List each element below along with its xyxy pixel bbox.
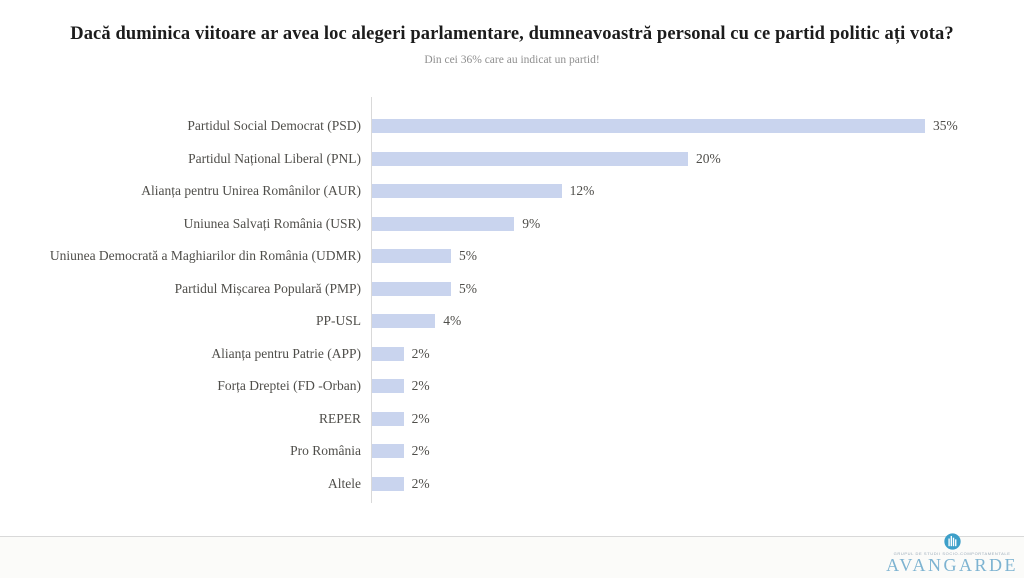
logo-wordmark: AVANGARDE [886, 555, 1018, 576]
bar [372, 379, 404, 394]
category-label: Partidul Mișcarea Populară (PMP) [174, 280, 361, 296]
value-label: 12% [569, 183, 595, 199]
chart-title: Dacă duminica viitoare ar avea loc alege… [70, 24, 954, 44]
value-label: 4% [443, 313, 462, 329]
chart-row: Partidul Național Liberal (PNL) 20% [0, 143, 1024, 176]
footer-divider [0, 536, 1024, 537]
category-label: REPER [318, 410, 361, 426]
category-label: Uniunea Salvați România (USR) [183, 215, 361, 231]
category-label: Altele [328, 475, 361, 491]
category-label: Partidul Social Democrat (PSD) [187, 118, 361, 134]
category-label: Forța Dreptei (FD -Orban) [217, 378, 361, 394]
bar [372, 184, 562, 199]
value-label: 2% [411, 410, 430, 426]
bar [372, 216, 515, 231]
value-label: 20% [696, 150, 721, 166]
bar [372, 314, 436, 329]
value-label: 5% [459, 280, 477, 296]
category-label: Pro România [290, 443, 361, 459]
chart-row: Alianța pentru Unirea Românilor (AUR) 12% [0, 175, 1024, 208]
value-label: 2% [411, 378, 430, 394]
bar [372, 476, 404, 491]
avangarde-logo: GRUPUL DE STUDII SOCIO-COMPORTAMENTALE A… [886, 533, 1018, 575]
chart-row: Alianța pentru Patrie (APP) 2% [0, 338, 1024, 371]
bar [372, 151, 688, 166]
value-label: 5% [459, 248, 477, 264]
chart-rows: Partidul Social Democrat (PSD) 35% Partidu… [0, 110, 1024, 500]
chart-row: REPER 2% [0, 403, 1024, 436]
footer: GRUPUL DE STUDII SOCIO-COMPORTAMENTALE A… [0, 533, 1024, 578]
chart-row: Partidul Social Democrat (PSD) 35% [0, 110, 1024, 143]
chart-row: Forța Dreptei (FD -Orban) 2% [0, 370, 1024, 403]
category-axis-line [371, 97, 372, 503]
logo-tagline: GRUPUL DE STUDII SOCIO-COMPORTAMENTALE [893, 551, 1011, 557]
chart-row: Uniunea Salvați România (USR) 9% [0, 208, 1024, 241]
bar [372, 119, 925, 134]
value-label: 2% [411, 475, 430, 491]
bar [372, 249, 451, 264]
value-label: 9% [522, 215, 541, 231]
category-label: Uniunea Democrată a Maghiarilor din Româ… [49, 248, 361, 264]
category-label: Alianța pentru Patrie (APP) [211, 345, 361, 361]
chart-row: Altele 2% [0, 468, 1024, 501]
value-label: 35% [933, 118, 958, 134]
category-label: Alianța pentru Unirea Românilor (AUR) [141, 183, 361, 199]
chart-row: Uniunea Democrată a Maghiarilor din Româ… [0, 240, 1024, 273]
bar [372, 444, 404, 459]
chart-row: Partidul Mișcarea Populară (PMP) 5% [0, 273, 1024, 306]
category-label: Partidul Național Liberal (PNL) [188, 150, 361, 166]
bar [372, 281, 451, 296]
chart-row: PP-USL 4% [0, 305, 1024, 338]
bar-chart: Partidul Social Democrat (PSD) 35% Partidu… [0, 97, 1024, 503]
chart-subtitle: Din cei 36% care au indicat un partid! [424, 54, 600, 66]
bar [372, 411, 404, 426]
chart-row: Pro România 2% [0, 435, 1024, 468]
avangarde-buildings-circle-icon [943, 533, 961, 550]
category-label: PP-USL [315, 313, 361, 329]
value-label: 2% [411, 345, 430, 361]
bar [372, 346, 404, 361]
value-label: 2% [411, 443, 430, 459]
